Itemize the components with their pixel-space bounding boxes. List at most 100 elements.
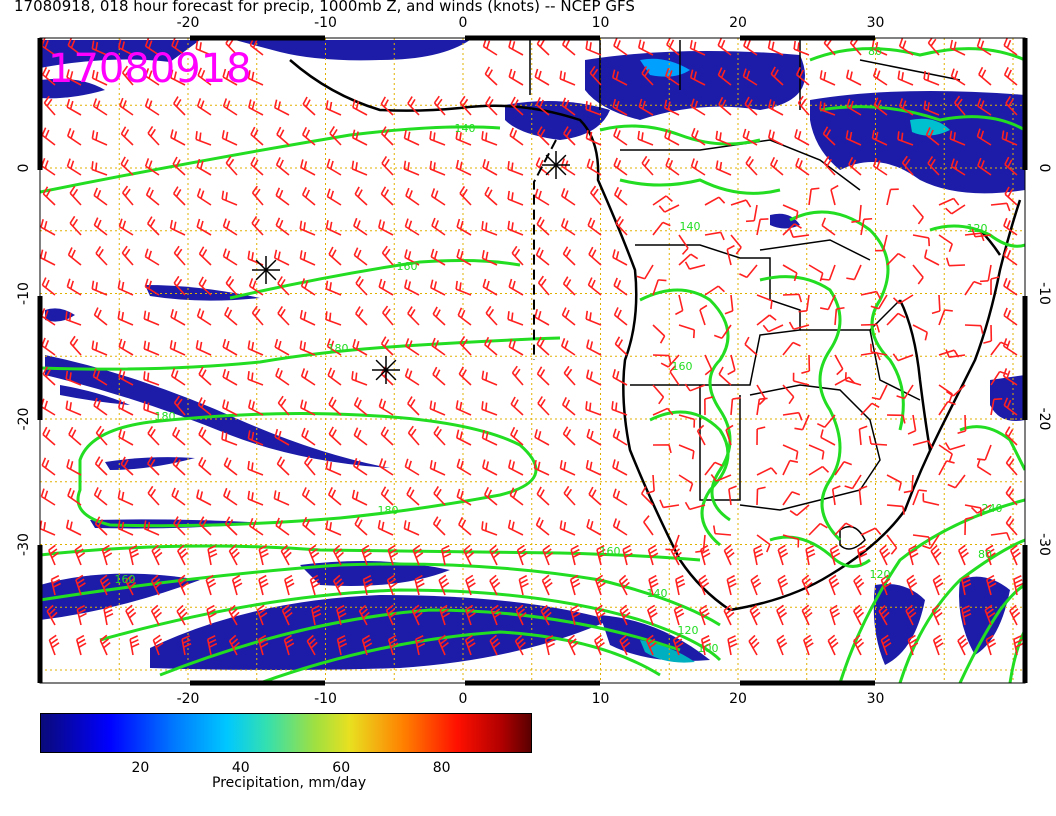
contour-line: [159, 608, 681, 677]
wind-barb: [700, 635, 712, 656]
wind-barb: [782, 534, 800, 548]
wind-barb: [860, 217, 873, 236]
wind-barb: [715, 160, 732, 176]
wind-barb: [756, 426, 766, 446]
wind-barb: [301, 126, 316, 146]
wind-barb: [507, 161, 524, 176]
wind-barb: [570, 604, 581, 626]
wind-barb: [744, 336, 758, 356]
wind-barb: [76, 604, 87, 626]
wind-barb: [808, 465, 830, 476]
wind-barb: [637, 39, 654, 56]
wind-barb: [880, 574, 892, 596]
wind-barb: [221, 130, 238, 146]
wind-barb: [455, 429, 472, 446]
wind-barb: [40, 219, 56, 236]
wind-barb: [404, 338, 420, 356]
wind-barb: [358, 604, 370, 626]
wind-barb: [561, 307, 576, 326]
wind-barb: [726, 574, 737, 596]
wind-barb: [860, 323, 880, 333]
wind-barb: [407, 96, 420, 116]
wind-barb: [380, 426, 394, 446]
wind-barb: [250, 126, 264, 146]
wind-barb: [613, 127, 628, 146]
wind-barb: [380, 126, 394, 146]
wind-barb: [67, 247, 82, 266]
wind-barb: [908, 544, 919, 566]
wind-barb: [275, 217, 290, 236]
wind-barb: [48, 634, 60, 656]
wind-barb: [821, 264, 836, 281]
wind-barb: [828, 574, 840, 596]
wind-barb: [412, 544, 424, 566]
date-stamp: 17080918: [48, 46, 252, 92]
wind-barb: [117, 399, 134, 416]
wind-barb: [834, 461, 852, 476]
lat-tick-label-left: -20: [16, 408, 32, 431]
wind-barb: [961, 575, 972, 596]
wind-barb: [612, 518, 628, 536]
wind-barb: [351, 371, 368, 386]
wind-barb: [430, 188, 446, 206]
contour-label: 180: [328, 342, 349, 355]
wind-barb: [1001, 130, 1018, 146]
wind-barb: [432, 516, 446, 536]
contour-label: 80: [978, 548, 992, 561]
wind-barb: [206, 635, 218, 656]
wind-barb: [704, 231, 725, 241]
wind-barb: [618, 574, 630, 596]
wind-barb: [143, 340, 160, 356]
wind-barb: [361, 544, 372, 566]
wind-barb: [196, 158, 212, 176]
wind-barb: [585, 459, 602, 476]
wind-barb: [483, 486, 498, 506]
wind-barb: [433, 95, 446, 116]
wind-barb: [853, 634, 865, 656]
wind-barb: [848, 156, 862, 176]
wind-barb: [361, 634, 373, 656]
wind-barb: [258, 574, 269, 596]
wind-barb: [704, 196, 726, 206]
wind-barb: [782, 384, 795, 405]
wind-barb: [834, 354, 844, 376]
wind-barb: [169, 69, 186, 86]
wind-barb: [612, 459, 628, 476]
wind-barb: [756, 467, 778, 476]
wind-barb: [587, 277, 602, 296]
wind-barb: [669, 365, 680, 386]
wind-barb: [868, 435, 888, 446]
wind-barb: [611, 401, 628, 416]
wind-barb: [585, 101, 602, 116]
wind-barb: [67, 38, 82, 56]
wind-barb: [678, 253, 699, 266]
wind-barb: [925, 127, 940, 146]
wind-barb: [43, 95, 56, 116]
wind-barb: [673, 604, 685, 626]
wind-barb: [723, 604, 735, 626]
wind-barb: [465, 604, 476, 626]
wind-barb: [222, 338, 238, 356]
contour-label: 160: [672, 360, 693, 373]
wind-barb: [65, 311, 82, 326]
wind-barb: [594, 604, 606, 626]
wind-barb: [311, 605, 322, 626]
wind-barb: [728, 485, 737, 506]
wind-barb: [808, 264, 824, 282]
wind-barb: [325, 311, 342, 326]
contour-line: [809, 47, 1025, 62]
wind-barb: [829, 604, 841, 626]
wind-barb: [144, 68, 160, 86]
wind-barb: [665, 157, 680, 176]
wind-barb: [957, 634, 969, 656]
wind-barb: [945, 349, 966, 358]
wind-barb: [976, 38, 992, 56]
colorbar-label: Precipitation, mm/day: [212, 775, 367, 791]
wind-barb: [325, 280, 342, 296]
wind-barb: [328, 396, 342, 416]
wind-barb: [745, 204, 758, 223]
precip-area: [873, 584, 925, 665]
wind-barb: [844, 372, 862, 386]
wind-barb: [407, 306, 420, 326]
wind-barb: [481, 131, 498, 146]
